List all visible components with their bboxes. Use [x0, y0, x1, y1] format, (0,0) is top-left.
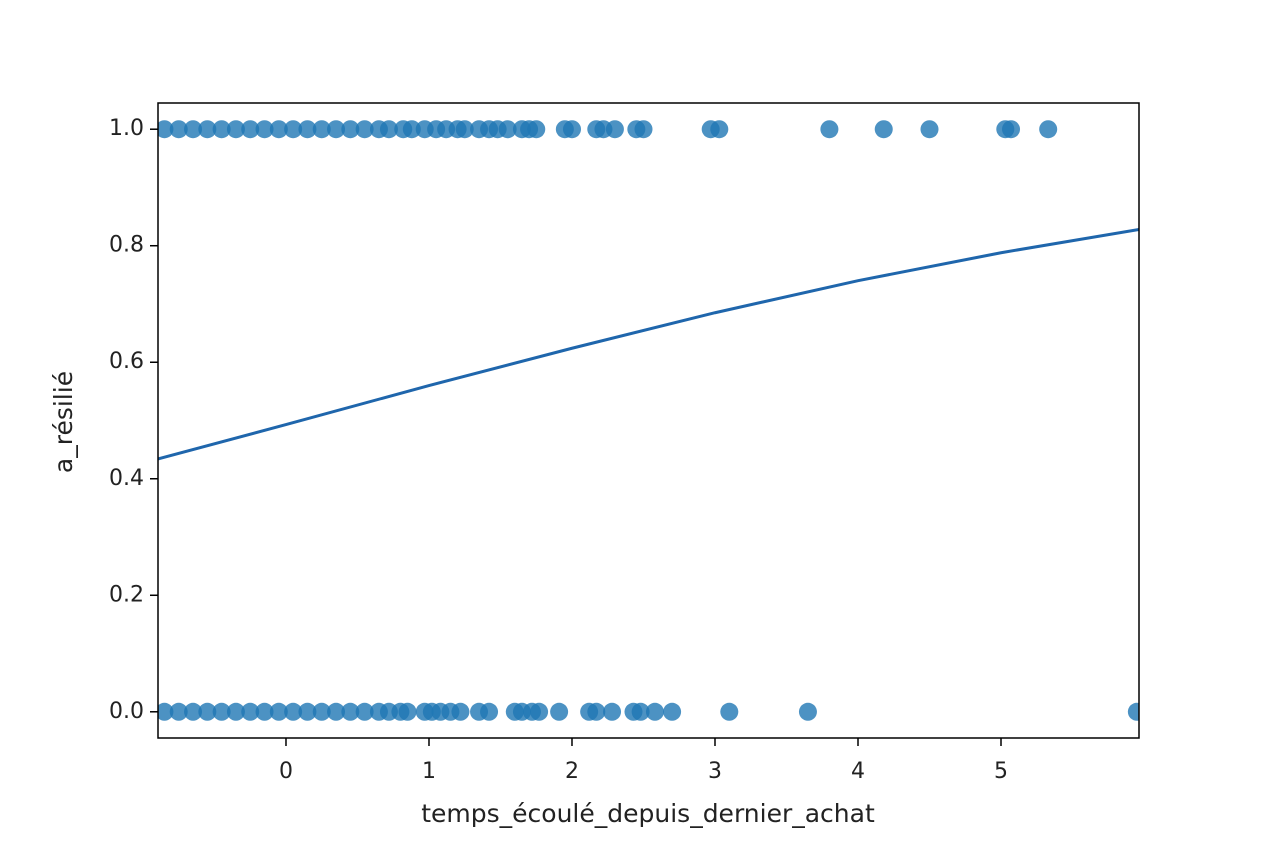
point: [312, 120, 331, 139]
point: [874, 120, 893, 139]
point: [550, 702, 569, 721]
x-tick-label: 4: [851, 759, 865, 784]
point: [720, 702, 739, 721]
point: [212, 702, 231, 721]
point: [645, 702, 664, 721]
point: [379, 120, 398, 139]
point: [226, 702, 245, 721]
point: [241, 702, 260, 721]
point: [480, 702, 499, 721]
point: [1127, 702, 1139, 721]
point: [184, 120, 203, 139]
x-tick-label: 3: [708, 759, 722, 784]
point: [498, 120, 517, 139]
point: [587, 702, 606, 721]
y-axis-label: a_résilié: [49, 371, 78, 473]
y-tick-label: 0.0: [109, 699, 144, 724]
point: [169, 702, 188, 721]
point: [631, 702, 650, 721]
point: [603, 702, 622, 721]
point: [455, 120, 474, 139]
point: [212, 120, 231, 139]
x-axis-label: temps_écoulé_depuis_dernier_achat: [421, 799, 875, 828]
point: [255, 702, 274, 721]
point: [169, 120, 188, 139]
plot-area: [158, 120, 1139, 721]
point: [341, 120, 360, 139]
point: [451, 702, 470, 721]
point: [198, 702, 217, 721]
point: [312, 702, 331, 721]
y-tick-label: 0.4: [109, 466, 144, 491]
point: [1002, 120, 1021, 139]
point: [158, 120, 174, 139]
point: [226, 120, 245, 139]
fit-line: [158, 227, 1139, 461]
point: [634, 120, 653, 139]
x-tick-label: 5: [994, 759, 1008, 784]
x-tick-label: 0: [279, 759, 293, 784]
y-tick-label: 0.2: [109, 582, 144, 607]
x-tick-label: 1: [422, 759, 436, 784]
point: [298, 702, 317, 721]
point: [269, 702, 288, 721]
point: [158, 702, 174, 721]
point: [198, 120, 217, 139]
point: [1039, 120, 1058, 139]
point: [820, 120, 839, 139]
y-tick-label: 1.0: [109, 116, 144, 141]
point: [327, 120, 346, 139]
point: [255, 120, 274, 139]
point: [663, 702, 682, 721]
y-tick-label: 0.6: [109, 349, 144, 374]
point: [269, 120, 288, 139]
y-tick-label: 0.8: [109, 233, 144, 258]
point: [527, 120, 546, 139]
point: [402, 120, 421, 139]
point: [284, 702, 303, 721]
point: [355, 702, 374, 721]
point: [241, 120, 260, 139]
point: [184, 702, 203, 721]
x-tick-label: 2: [565, 759, 579, 784]
point: [398, 702, 417, 721]
point: [562, 120, 581, 139]
point: [298, 120, 317, 139]
point: [327, 702, 346, 721]
point: [530, 702, 549, 721]
point: [284, 120, 303, 139]
point: [798, 702, 817, 721]
plot-frame: [157, 102, 1140, 739]
point: [355, 120, 374, 139]
point: [341, 702, 360, 721]
point: [710, 120, 729, 139]
point: [920, 120, 939, 139]
point: [605, 120, 624, 139]
